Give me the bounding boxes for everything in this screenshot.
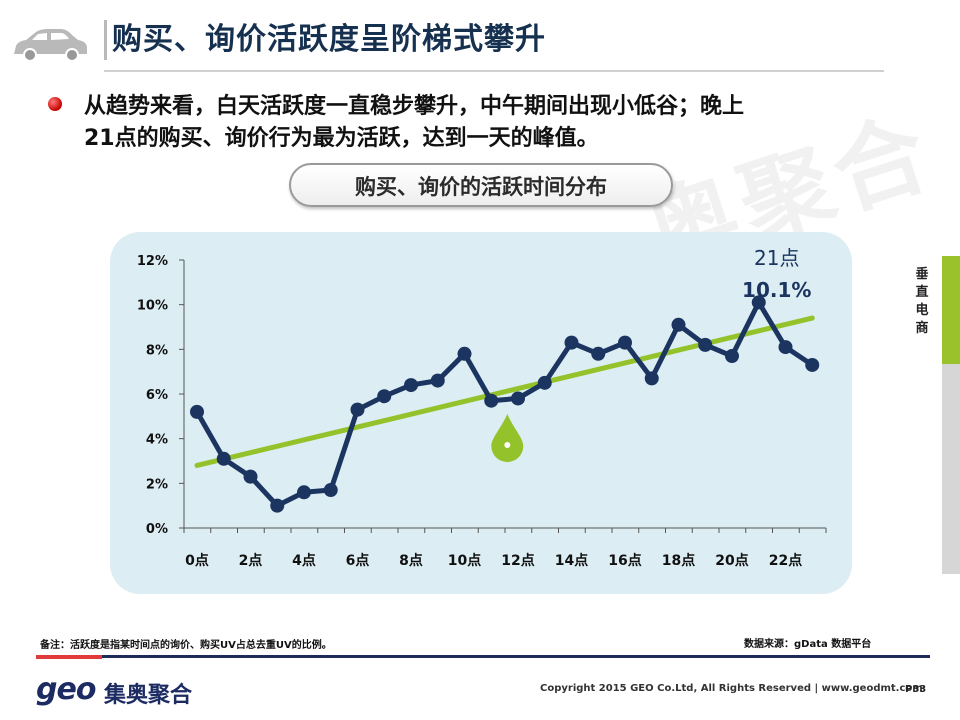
title-accent-bar — [104, 20, 107, 60]
side-tab: 垂 直 电 商 — [908, 266, 936, 366]
data-point — [618, 335, 632, 350]
footer-navy-rule — [102, 655, 930, 658]
side-grey-bar — [942, 364, 960, 574]
chart-title-pill — [289, 163, 673, 207]
side-accent-bar — [942, 256, 960, 364]
x-tick-label: 22点 — [769, 552, 802, 569]
y-tick-label: 10% — [137, 299, 168, 314]
y-tick-label: 2% — [146, 477, 168, 492]
y-tick-label: 0% — [146, 522, 168, 537]
data-point — [644, 371, 659, 386]
x-tick-label: 14点 — [555, 552, 588, 569]
data-point — [216, 451, 231, 466]
data-point — [698, 337, 713, 352]
data-point — [725, 349, 739, 364]
logo-company-name: 集奥聚合 — [104, 683, 193, 708]
logo-geo: geo — [36, 672, 96, 707]
data-point — [484, 393, 499, 408]
side-tab-char: 直 — [915, 285, 929, 300]
header-divider — [104, 70, 884, 72]
side-tab-char: 商 — [915, 321, 929, 336]
data-point — [537, 375, 552, 390]
x-tick-label: 0点 — [185, 552, 209, 569]
x-tick-label: 2点 — [239, 552, 263, 569]
data-point — [778, 340, 793, 355]
side-tab-char: 垂 — [915, 267, 929, 282]
data-point — [270, 498, 285, 513]
peak-value-label: 10.1% — [742, 278, 811, 302]
y-tick-label: 12% — [137, 254, 168, 269]
data-point — [805, 357, 820, 372]
data-point — [591, 346, 606, 361]
x-tick-label: 10点 — [448, 552, 481, 569]
x-tick-label: 4点 — [292, 552, 316, 569]
data-point — [671, 317, 686, 332]
peak-hour-label: 21点 — [754, 246, 799, 270]
x-tick-label: 8点 — [399, 552, 423, 569]
data-point — [297, 485, 311, 500]
data-point — [511, 391, 525, 406]
data-point — [243, 469, 258, 484]
x-tick-label: 18点 — [662, 552, 695, 569]
body-text-line-2: 21点的购买、询价行为最为活跃，达到一天的峰值。 — [84, 126, 599, 151]
copyright-text: Copyright 2015 GEO Co.Ltd, All Rights Re… — [540, 683, 923, 694]
x-tick-label: 20点 — [715, 552, 748, 569]
footer-note: 备注：活跃度是指某时间点的询价、购买UV占总去重UV的比例。 — [40, 640, 332, 651]
data-point — [751, 295, 766, 310]
data-point — [564, 335, 579, 350]
data-point — [430, 373, 445, 388]
data-point — [323, 483, 338, 498]
data-point — [404, 378, 418, 393]
y-tick-label: 4% — [146, 433, 168, 448]
chart-panel — [110, 232, 852, 594]
x-tick-label: 6点 — [346, 552, 370, 569]
car-icon — [14, 29, 87, 62]
x-tick-label: 16点 — [608, 552, 641, 569]
data-point — [457, 346, 472, 361]
data-source: 数据来源：gData 数据平台 — [744, 639, 872, 650]
side-tab-char: 电 — [915, 303, 929, 318]
page-title: 购买、询价活跃度呈阶梯式攀升 — [112, 22, 546, 57]
y-tick-label: 6% — [146, 388, 168, 403]
chart-title: 购买、询价的活跃时间分布 — [355, 175, 607, 199]
page-number: P33 — [905, 684, 927, 695]
y-tick-label: 8% — [146, 343, 168, 358]
footer-red-rule — [36, 655, 102, 659]
water-drop-highlight — [504, 442, 511, 448]
data-point — [190, 404, 204, 419]
body-text-line-1: 从趋势来看，白天活跃度一直稳步攀升，中午期间出现小低谷；晚上 — [84, 94, 745, 119]
water-drop-icon — [491, 414, 524, 462]
x-tick-label: 12点 — [501, 552, 534, 569]
bullet-dot — [48, 97, 62, 111]
data-point — [377, 389, 392, 404]
data-point — [350, 402, 365, 417]
